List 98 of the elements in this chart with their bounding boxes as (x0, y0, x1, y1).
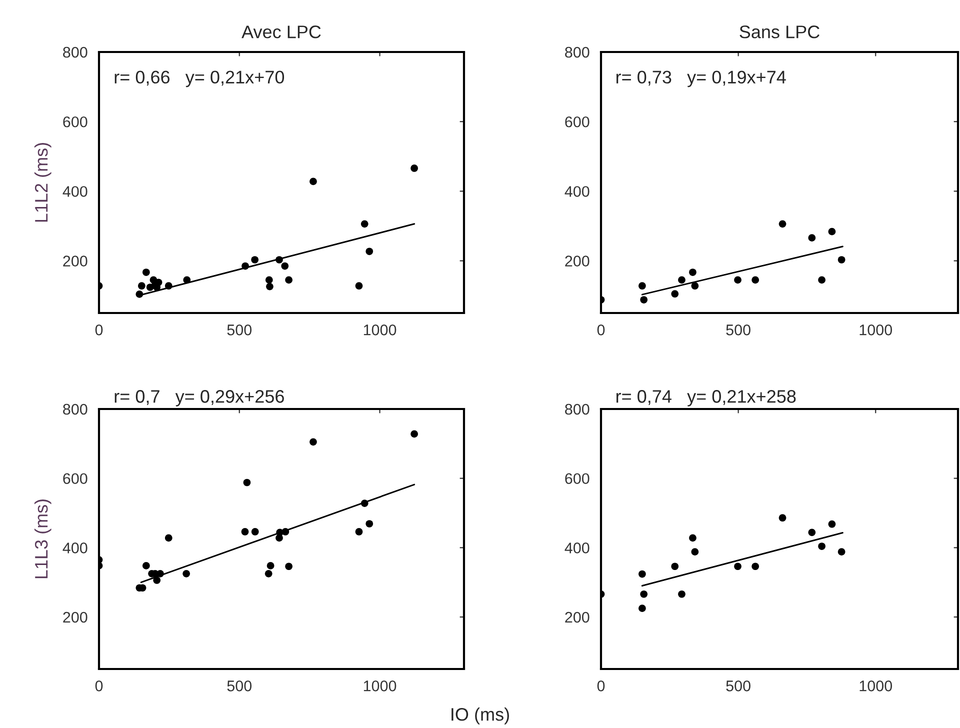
y-tick-label: 800 (565, 46, 590, 58)
point (285, 276, 292, 284)
x-tick-label: 1000 (860, 324, 892, 336)
point (752, 276, 760, 284)
chart-title: Sans LPC (740, 26, 820, 38)
point (265, 276, 273, 284)
point (734, 562, 742, 570)
x-tick-label: 500 (726, 680, 750, 692)
x-tick-label: 0 (95, 680, 103, 692)
point (355, 282, 363, 290)
y-axis-title: L1L2 (ms) (34, 142, 52, 222)
y-tick-label: 200 (565, 612, 590, 623)
point (276, 256, 283, 264)
point (241, 528, 249, 536)
point (366, 520, 374, 528)
y-tick-label: 400 (564, 542, 590, 554)
point (360, 500, 368, 507)
point (828, 228, 836, 236)
point (410, 430, 418, 438)
point (355, 528, 363, 536)
point (243, 478, 251, 486)
point (266, 282, 274, 290)
point (640, 590, 648, 598)
x-tick-label: 0 (597, 324, 605, 336)
chart-title: Avec LPC (242, 26, 321, 38)
point (752, 562, 760, 570)
point (638, 282, 646, 290)
x-tick-label: 1000 (364, 324, 396, 336)
point (818, 276, 826, 284)
y-tick-label: 800 (63, 404, 88, 415)
point (138, 282, 146, 290)
point (285, 562, 292, 570)
y-tick-label: 600 (63, 473, 88, 484)
x-tick-label: 1000 (364, 680, 396, 692)
y-axis-title: L1L3 (ms) (34, 499, 52, 578)
point (689, 268, 696, 276)
point (164, 282, 172, 290)
point (153, 576, 161, 584)
point (156, 570, 164, 578)
point (251, 256, 258, 264)
annotation: r= 0,66 y= 0,21x+70 (114, 70, 284, 88)
point (671, 290, 679, 298)
x-tick-label: 1000 (860, 680, 892, 692)
point (242, 262, 249, 270)
point (251, 528, 259, 536)
y-tick-label: 200 (63, 256, 88, 266)
point (264, 570, 272, 578)
y-tick-label: 600 (565, 473, 590, 484)
point (828, 520, 836, 528)
point (136, 290, 144, 298)
annotation: r= 0,73 y= 0,19x+74 (616, 70, 786, 88)
x-tick-label: 500 (227, 680, 252, 692)
point (310, 178, 317, 186)
y-tick-label: 400 (564, 186, 590, 197)
point (366, 248, 374, 256)
point (691, 282, 699, 290)
y-tick-label: 400 (62, 186, 88, 197)
point (678, 590, 686, 598)
point (182, 570, 190, 578)
point (410, 164, 418, 172)
point (678, 276, 686, 284)
y-tick-label: 200 (63, 612, 88, 623)
y-tick-label: 200 (565, 256, 590, 266)
point (778, 220, 786, 228)
x-tick-label: 500 (726, 324, 750, 336)
point (183, 276, 191, 284)
point (640, 296, 648, 304)
point (266, 562, 274, 570)
point (164, 534, 172, 542)
y-tick-label: 800 (565, 404, 590, 415)
text: r= 0,7 y= 0,29x+256 (114, 390, 284, 406)
point (671, 562, 679, 570)
point (691, 548, 699, 556)
point (638, 570, 646, 578)
y-tick-label: 800 (63, 46, 88, 58)
point (638, 604, 646, 612)
y-tick-label: 600 (63, 116, 88, 128)
x-tick-label: 0 (95, 324, 103, 336)
point (778, 514, 786, 522)
point (281, 262, 289, 270)
x-tick-label: 0 (597, 680, 605, 692)
point (838, 548, 846, 556)
point (310, 438, 317, 446)
point (818, 542, 826, 550)
point (360, 220, 368, 228)
point (142, 562, 150, 570)
point (689, 534, 696, 542)
point (282, 528, 290, 536)
x-tick-label: 500 (227, 324, 252, 336)
point (808, 528, 816, 536)
point (734, 276, 742, 284)
x-axis-title: IO (ms) (452, 708, 509, 724)
y-tick-label: 600 (565, 116, 590, 128)
point (808, 234, 816, 242)
y-tick-label: 400 (62, 542, 88, 554)
point (838, 256, 846, 264)
text: r= 0,74 y= 0,21x+258 (616, 390, 796, 406)
point (142, 268, 150, 276)
